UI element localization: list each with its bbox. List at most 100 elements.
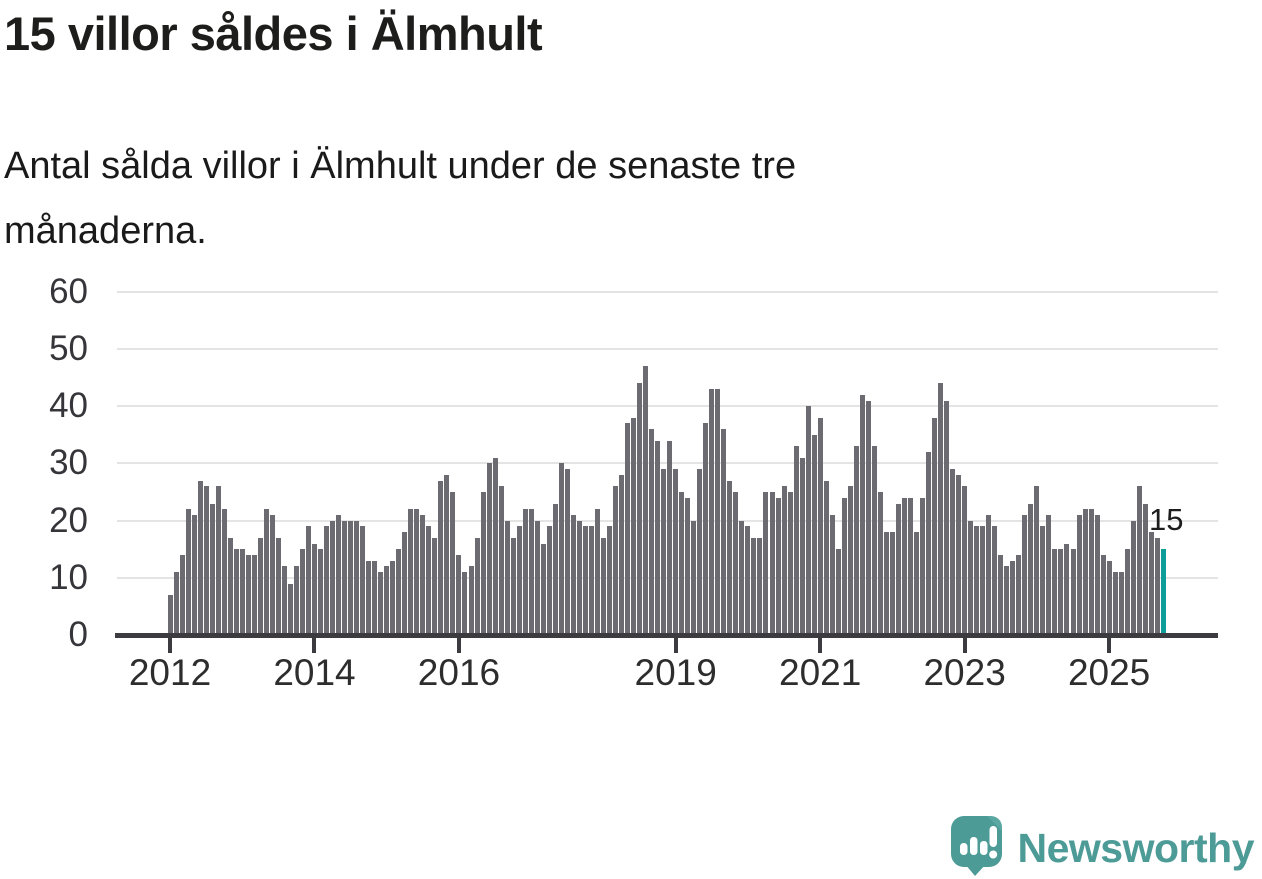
bar bbox=[1022, 514, 1028, 636]
bar bbox=[564, 469, 570, 636]
bar bbox=[318, 549, 323, 636]
bar bbox=[655, 440, 661, 636]
bar bbox=[468, 566, 474, 636]
bar bbox=[1058, 549, 1064, 636]
bar bbox=[173, 572, 179, 636]
chart-subtitle: Antal sålda villor i Älmhult under de se… bbox=[4, 134, 796, 264]
bar bbox=[1136, 486, 1142, 636]
bar bbox=[354, 520, 360, 636]
bar bbox=[1004, 566, 1010, 636]
bar bbox=[661, 469, 667, 636]
bar bbox=[998, 554, 1004, 636]
bar bbox=[1046, 514, 1052, 636]
bar bbox=[745, 526, 751, 636]
bar bbox=[504, 520, 510, 636]
bar bbox=[299, 549, 305, 636]
bar bbox=[185, 509, 191, 636]
bar bbox=[871, 446, 877, 636]
bar bbox=[1112, 572, 1118, 636]
bar bbox=[817, 417, 823, 636]
bar bbox=[721, 429, 727, 636]
bar bbox=[649, 429, 655, 636]
bar bbox=[330, 520, 336, 636]
x-axis-tick-label: 2023 bbox=[923, 652, 1006, 693]
bar bbox=[913, 532, 919, 636]
bar bbox=[293, 566, 299, 636]
bar bbox=[631, 417, 637, 636]
bar bbox=[703, 423, 709, 636]
bar bbox=[799, 457, 805, 636]
bar bbox=[287, 583, 293, 636]
bar bbox=[552, 503, 558, 636]
bar bbox=[336, 514, 342, 636]
bar bbox=[594, 509, 600, 636]
bar bbox=[926, 452, 932, 636]
bar bbox=[197, 480, 203, 636]
highlighted-current-bar bbox=[1160, 549, 1166, 636]
x-axis-tickmark-2019 bbox=[673, 638, 678, 653]
x-axis-tick-label: 2012 bbox=[128, 652, 212, 693]
bar bbox=[956, 474, 962, 636]
x-axis-tick-label: 2025 bbox=[1067, 652, 1151, 693]
bar bbox=[619, 474, 624, 636]
bar bbox=[1052, 549, 1058, 636]
bar bbox=[534, 520, 540, 636]
bar bbox=[402, 532, 408, 636]
bar bbox=[679, 492, 685, 636]
bar bbox=[950, 469, 956, 636]
x-axis-tick-label: 2014 bbox=[273, 652, 356, 693]
bar bbox=[215, 486, 221, 636]
bar bbox=[558, 463, 564, 636]
brand-name: Newsworthy bbox=[1017, 824, 1255, 871]
bar bbox=[757, 537, 763, 636]
bar bbox=[1100, 554, 1106, 636]
subtitle-line-1: Antal sålda villor i Älmhult under de se… bbox=[4, 145, 797, 187]
y-axis-tick-label: 0 bbox=[68, 615, 88, 654]
x-axis-tickmark-2025 bbox=[1107, 638, 1112, 653]
bar bbox=[390, 560, 396, 636]
bar bbox=[769, 492, 775, 636]
bar bbox=[275, 537, 281, 636]
bar bbox=[1028, 503, 1034, 636]
bar bbox=[1070, 549, 1076, 636]
bar bbox=[1094, 514, 1100, 636]
bar bbox=[570, 514, 576, 636]
bar bbox=[167, 594, 173, 636]
bar bbox=[588, 526, 594, 636]
bar bbox=[540, 543, 546, 636]
bar bbox=[932, 417, 938, 636]
bar bbox=[209, 503, 215, 636]
bar bbox=[498, 486, 504, 636]
y-axis-tick-label: 30 bbox=[49, 443, 88, 483]
newsworthy-logo: Newsworthy bbox=[949, 814, 1255, 879]
bar bbox=[179, 554, 185, 636]
bar bbox=[348, 520, 354, 636]
bar bbox=[980, 526, 986, 636]
bar bbox=[986, 514, 992, 636]
bar bbox=[600, 537, 606, 636]
bar bbox=[191, 514, 197, 636]
bar bbox=[408, 509, 414, 636]
bar bbox=[811, 434, 817, 636]
bar bbox=[1016, 554, 1022, 636]
bar bbox=[426, 526, 432, 636]
bar bbox=[582, 526, 588, 636]
x-axis-tickmark-2023 bbox=[962, 638, 967, 653]
bar bbox=[245, 554, 251, 636]
bar bbox=[709, 389, 715, 636]
bar bbox=[221, 509, 227, 636]
bar bbox=[920, 497, 925, 636]
bar bbox=[847, 486, 853, 636]
bar bbox=[1034, 486, 1040, 636]
bar bbox=[691, 520, 697, 636]
bar bbox=[516, 526, 522, 636]
bar bbox=[342, 520, 348, 636]
bar bbox=[805, 406, 811, 636]
bar bbox=[793, 446, 799, 636]
bar bbox=[775, 497, 781, 636]
bar bbox=[432, 537, 438, 636]
bar bbox=[456, 554, 462, 636]
bar bbox=[901, 497, 907, 636]
bar bbox=[1154, 537, 1160, 636]
